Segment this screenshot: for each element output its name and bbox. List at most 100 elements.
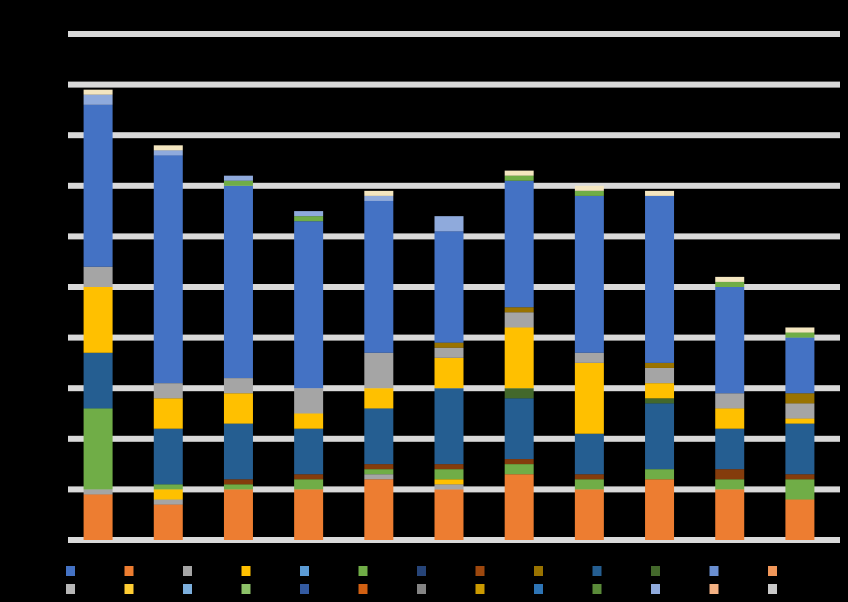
legend-swatch [183,584,192,594]
bar-segment [785,403,815,419]
bar-segment [504,170,534,176]
bar-segment [504,464,534,475]
bar-segment [223,175,253,181]
bar-segment [715,469,745,480]
bar-segment [364,352,394,389]
bar-segment [574,190,604,196]
bar-segment [294,428,324,475]
bar-segment [294,216,324,222]
bar-segment [153,150,183,156]
bar-segment [504,307,534,313]
bar-segment [645,383,675,399]
bar-segment [645,195,675,363]
legend-swatch [66,566,75,576]
bar-segment [83,104,113,267]
bar-segment [715,276,745,282]
legend-swatch [66,584,75,594]
bar-segment [83,352,113,409]
bar-segment [785,479,815,500]
bar-segment [83,287,113,353]
bar-segment [504,388,534,399]
bar-segment [83,494,113,540]
bar-segment [364,200,394,353]
bar-segment [153,484,183,490]
bar-segment [223,489,253,540]
bar-segment [223,479,253,485]
bar-segment [434,216,464,232]
legend-swatch [592,584,602,594]
bar-segment [153,145,183,151]
bar-segment [504,327,534,389]
gridline [68,31,840,37]
bar-segment [364,388,394,409]
bar-segment [223,484,253,490]
bar-segment [785,418,815,424]
bar-segment [83,489,113,495]
legend-swatch [709,584,719,594]
bar-segment [153,499,183,505]
bar-segment [785,393,815,404]
bar-segment [574,479,604,490]
bar-segment [715,428,745,470]
bar-segment [223,180,253,186]
bar-segment [645,190,675,196]
legend-swatch [300,584,309,594]
bar-segment [645,479,675,540]
legend-swatch [300,566,309,576]
legend-swatch [475,566,485,576]
bar-segment [434,484,464,490]
bar-stack [574,185,604,540]
legend-swatch [709,566,719,576]
bar-stack [364,190,394,540]
bar-stack [223,175,253,540]
bar-segment [504,474,534,540]
legend-swatch [241,566,251,576]
bar-segment [574,489,604,540]
bar-segment [715,408,745,429]
bar-segment [83,266,113,287]
bar-segment [504,398,534,460]
legend-swatch [124,566,134,576]
gridline [68,132,840,139]
bar-segment [434,469,464,480]
bar-segment [434,388,464,465]
bar-segment [294,474,324,480]
bar-segment [364,195,394,201]
legend-swatch [241,584,251,594]
legend-swatch [768,584,777,594]
bar-segment [574,185,604,191]
bar-segment [153,383,183,399]
bar-segment [785,332,815,338]
bar-stack [434,216,464,540]
bar-stack [645,190,675,540]
bar-stack [83,89,113,540]
legend-swatch [768,566,777,576]
bar-segment [153,428,183,485]
bar-segment [223,378,253,394]
bar-segment [434,479,464,485]
gridline [68,182,840,189]
bar-stack [294,211,324,540]
bar-segment [153,504,183,540]
legend-swatch [358,584,368,594]
bar-segment [645,469,675,480]
bar-segment [434,342,464,348]
bar-stack [715,276,745,540]
bar-segment [294,211,324,217]
bar-segment [645,362,675,368]
legend-swatch [534,584,543,594]
bar-segment [434,464,464,470]
bar-segment [574,362,604,434]
bar-segment [294,489,324,540]
bar-stack [153,145,183,540]
bar-segment [153,155,183,384]
bar-segment [504,175,534,181]
bar-segment [294,479,324,490]
bar-segment [153,398,183,429]
bar-segment [715,393,745,409]
bar-segment [434,347,464,358]
bar-segment [504,312,534,328]
bar-segment [785,327,815,333]
